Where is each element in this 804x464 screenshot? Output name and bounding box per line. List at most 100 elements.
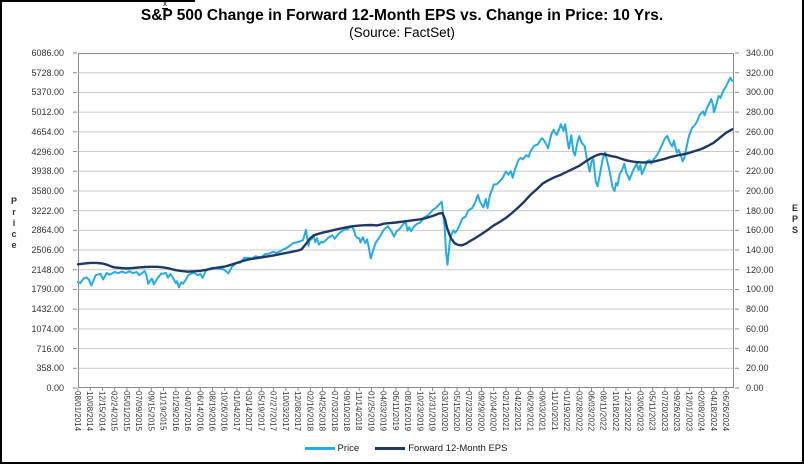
x-axis-tick-label: 06/29/2021 <box>525 391 535 432</box>
x-axis-tick-label: 10/03/2017 <box>280 391 290 432</box>
x-axis-tick-label: 07/03/2018 <box>329 391 339 432</box>
x-axis-tick-label: 05/01/2015 <box>121 391 131 432</box>
left-axis-tick-label: 3938.00 <box>31 166 64 177</box>
x-axis-tick-label: 03/10/2020 <box>439 391 449 432</box>
legend-item-eps: Forward 12-Month EPS <box>375 443 507 454</box>
left-axis-tick-label: 0.00 <box>46 383 64 393</box>
x-axis-tick-label: 12/08/2017 <box>293 391 303 432</box>
x-axis-tick-label: 12/04/2020 <box>488 391 498 432</box>
price-line-swatch <box>304 447 335 450</box>
x-axis-tick-label: 08/01/2014 <box>73 391 82 432</box>
legend: Price Forward 12-Month EPS <box>78 443 734 454</box>
x-axis-tick-label: 06/26/2024 <box>721 391 730 432</box>
x-axis-tick-label: 07/27/2017 <box>268 391 278 432</box>
left-axis-tick-label: 2506.00 <box>31 245 64 256</box>
x-axis-tick-label: 08/11/2022 <box>598 391 608 431</box>
eps-line-swatch <box>375 447 406 450</box>
x-axis-tick-label: 01/19/2022 <box>562 391 572 432</box>
x-axis-tick-label: 01/25/2019 <box>366 391 376 432</box>
x-axis-tick-label: 01/29/2016 <box>170 391 180 432</box>
x-axis-tick-label: 06/03/2022 <box>586 391 596 432</box>
left-axis-tick-label: 3580.00 <box>31 185 64 196</box>
right-axis-tick-label: 320.00 <box>746 67 774 78</box>
x-axis-tick-label: 03/28/2022 <box>574 391 584 432</box>
x-axis-tick-label: 03/06/2023 <box>635 391 645 432</box>
plot-area <box>73 52 739 391</box>
top-border-segment <box>2 0 195 2</box>
right-axis-tick-label: 260.00 <box>746 126 774 137</box>
plot-frame <box>78 53 734 388</box>
x-axis-tick-label: 07/23/2020 <box>464 391 474 432</box>
x-axis-tick-label: 04/22/2021 <box>513 391 523 432</box>
left-axis-tick-label: 2864.00 <box>31 225 64 236</box>
x-axis-tick-label: 02/16/2018 <box>305 391 315 432</box>
x-axis-tick-label: 12/31/2019 <box>427 391 437 432</box>
x-axis-tick-label: 04/18/2024 <box>708 391 718 432</box>
chart-subtitle: (Source: FactSet) <box>349 25 455 40</box>
x-axis-tick-label: 11/19/2015 <box>158 391 168 431</box>
x-axis-tick-label: 12/15/2014 <box>97 391 107 432</box>
x-axis-tick-label: 06/14/2016 <box>195 391 205 432</box>
left-axis-tick-label: 358.00 <box>36 363 64 374</box>
legend-label-price: Price <box>337 443 360 454</box>
right-axis-tick-label: 280.00 <box>746 107 774 118</box>
x-axis-tick-label: 04/03/2019 <box>378 391 388 432</box>
x-axis-tick-label: 05/19/2017 <box>256 391 266 432</box>
left-axis-tick-label: 3222.00 <box>31 205 64 216</box>
left-axis-title: Price <box>9 196 19 251</box>
right-axis-tick-label: 240.00 <box>746 146 774 157</box>
right-axis-tick-label: 80.00 <box>746 304 769 315</box>
right-axis-tick-label: 40.00 <box>746 343 769 354</box>
left-axis-tick-label: 1074.00 <box>31 323 64 334</box>
right-axis-tick-label: 120.00 <box>746 264 774 275</box>
left-axis-tick-label: 5012.00 <box>31 107 64 118</box>
left-axis-tick-label: 4296.00 <box>31 146 64 157</box>
x-axis-tick-label: 01/04/2017 <box>231 391 241 432</box>
left-axis-tick-label: 5728.00 <box>31 67 64 78</box>
x-axis-tick-label: 12/01/2023 <box>684 391 694 432</box>
x-axis-tick-label: 02/08/2024 <box>696 391 706 432</box>
right-axis-tick-label: 60.00 <box>746 323 769 334</box>
x-axis-tick-label: 09/10/2018 <box>341 391 351 432</box>
left-axis-tick-label: 5370.00 <box>31 87 64 98</box>
x-axis-tick-label: 08/19/2016 <box>207 391 217 432</box>
legend-label-eps: Forward 12-Month EPS <box>408 443 508 454</box>
x-axis-tick-label: 05/11/2023 <box>647 391 657 431</box>
x-axis-tick-label: 09/29/2020 <box>476 391 486 432</box>
x-axis-tick-label: 05/15/2020 <box>452 391 462 432</box>
right-axis-tick-label: 0.00 <box>746 383 764 393</box>
x-axis-tick-label: 10/23/2019 <box>415 391 425 432</box>
x-axis-tick-label: 02/24/2015 <box>109 391 119 432</box>
x-axis-tick-label: 10/08/2014 <box>85 391 95 432</box>
right-axis-tick-label: 180.00 <box>746 205 774 216</box>
left-axis-tick-label: 2148.00 <box>31 264 64 275</box>
x-axis-tick-label: 11/14/2018 <box>354 391 364 431</box>
legend-item-price: Price <box>304 443 360 454</box>
x-axis-tick-label: 04/07/2016 <box>183 391 193 432</box>
x-axis-tick-label: 02/12/2021 <box>500 391 510 432</box>
right-axis-tick-label: 20.00 <box>746 363 769 374</box>
price-line <box>77 76 734 289</box>
left-axis-tick-label: 716.00 <box>36 343 64 354</box>
left-axis-tick-label: 4654.00 <box>31 126 64 137</box>
eps-line <box>76 128 734 273</box>
x-axis-tick-label: 09/03/2021 <box>537 391 547 432</box>
right-axis-tick-label: 160.00 <box>746 225 774 236</box>
left-axis-tick-label: 6086.00 <box>31 48 64 58</box>
x-axis-tick-label: 09/15/2015 <box>146 391 156 432</box>
x-axis-tick-label: 09/26/2023 <box>672 391 682 432</box>
x-axis-tick-label: 11/10/2021 <box>549 391 559 431</box>
left-axis-tick-label: 1432.00 <box>31 304 64 315</box>
right-axis-tick-label: 300.00 <box>746 87 774 98</box>
right-axis-tick-label: 220.00 <box>746 166 774 177</box>
x-axis-tick-label: 10/18/2022 <box>610 391 620 432</box>
left-axis-tick-label: 1790.00 <box>31 284 64 295</box>
x-axis-tick-label: 04/25/2018 <box>317 391 327 432</box>
chart-title: S&P 500 Change in Forward 12-Month EPS v… <box>140 7 664 24</box>
right-axis-tick-label: 200.00 <box>746 185 774 196</box>
right-axis-title: EPS <box>790 203 800 236</box>
broken-image-mark: x <box>162 0 168 9</box>
x-axis-tick-label: 03/14/2017 <box>244 391 254 432</box>
x-axis-tick-label: 10/26/2016 <box>219 391 229 432</box>
